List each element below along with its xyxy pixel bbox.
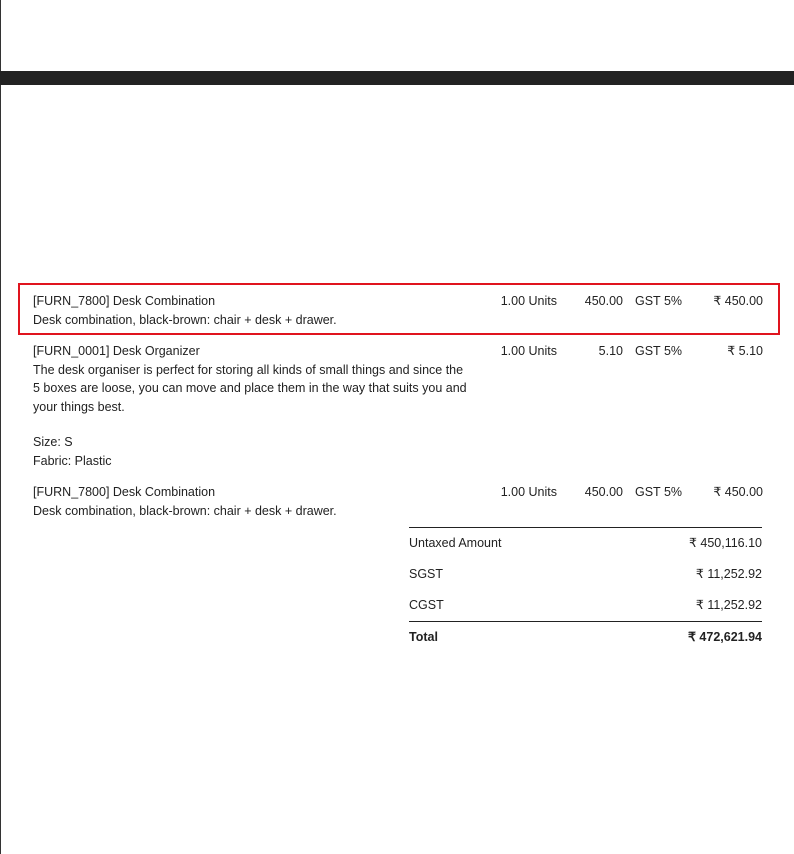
header-bar <box>0 71 794 85</box>
page-left-border <box>0 0 1 854</box>
line-taxes: GST 5% <box>635 485 683 499</box>
line-unit-price: 5.10 <box>598 344 623 358</box>
line-description: The desk organiser is perfect for storin… <box>33 362 467 414</box>
line-unit-price: 450.00 <box>584 485 623 499</box>
line-quantity: 1.00 Units <box>500 344 557 358</box>
untaxed-value: ₹ 450,116.10 <box>688 536 762 550</box>
cgst-label: CGST <box>409 598 444 612</box>
highlight-box <box>18 283 780 335</box>
sgst-value: ₹ 11,252.92 <box>695 567 762 581</box>
untaxed-row: Untaxed Amount ₹ 450,116.10 <box>409 527 762 559</box>
line-attribute: Fabric: Plastic <box>33 454 112 468</box>
sgst-label: SGST <box>409 567 444 581</box>
sgst-row: SGST ₹ 11,252.92 <box>409 559 762 590</box>
line-description: Desk combination, black-brown: chair + d… <box>33 503 337 518</box>
total-label: Total <box>409 630 438 644</box>
line-subtotal: ₹ 450.00 <box>713 485 763 499</box>
line-subtotal: ₹ 450.00 <box>713 294 763 308</box>
total-value: ₹ 472,621.94 <box>688 630 762 644</box>
line-quantity: 1.00 Units <box>500 294 557 308</box>
untaxed-label: Untaxed Amount <box>409 536 502 550</box>
line-description: Desk combination, black-brown: chair + d… <box>33 312 337 327</box>
line-subtotal: ₹ 5.10 <box>727 344 763 358</box>
line-taxes: GST 5% <box>635 344 683 358</box>
line-name: [FURN_7800] Desk Combination <box>33 485 216 499</box>
line-attribute: Size: S <box>33 435 73 449</box>
line-unit-price: 450.00 <box>584 294 623 308</box>
totals-table: Untaxed Amount ₹ 450,116.10 SGST ₹ 11,25… <box>409 527 762 653</box>
total-row: Total ₹ 472,621.94 <box>409 621 762 653</box>
line-name: [FURN_7800] Desk Combination <box>33 294 216 308</box>
line-taxes: GST 5% <box>635 294 683 308</box>
cgst-value: ₹ 11,252.92 <box>695 598 762 612</box>
line-quantity: 1.00 Units <box>500 485 557 499</box>
cgst-row: CGST ₹ 11,252.92 <box>409 590 762 621</box>
line-name: [FURN_0001] Desk Organizer <box>33 344 200 358</box>
